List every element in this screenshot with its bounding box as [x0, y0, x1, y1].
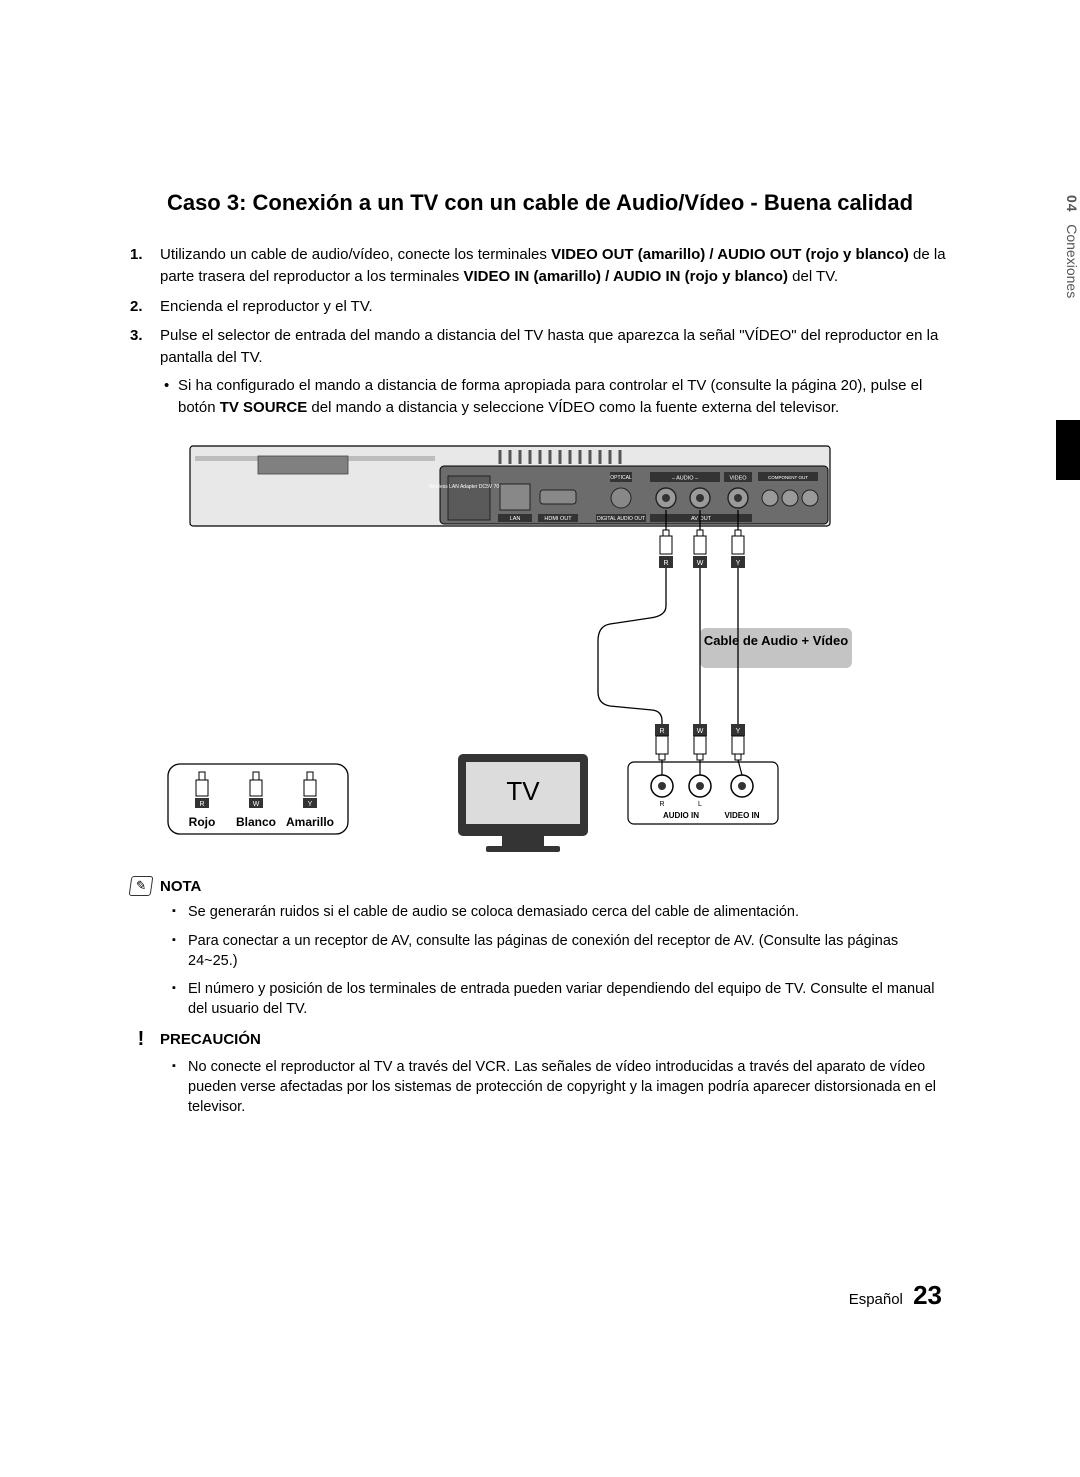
note-item: Se generarán ruidos si el cable de audio…: [172, 902, 950, 922]
note-icon: ✎: [129, 876, 154, 896]
svg-text:OPTICAL: OPTICAL: [610, 475, 632, 481]
svg-text:Wireless LAN Adapter DC5V 700m: Wireless LAN Adapter DC5V 700mA: [429, 484, 511, 490]
connection-diagram: Wireless LAN Adapter DC5V 700mA LAN HDMI…: [130, 436, 950, 866]
color-legend: R Rojo W Blanco Y Amarillo: [168, 764, 348, 834]
svg-text:AUDIO IN: AUDIO IN: [663, 811, 699, 820]
bottom-plugs: R W Y: [655, 724, 745, 760]
svg-text:HDMI OUT: HDMI OUT: [544, 516, 572, 522]
svg-text:VIDEO IN: VIDEO IN: [724, 811, 759, 820]
instruction-steps: 1. Utilizando un cable de audio/vídeo, c…: [130, 244, 950, 418]
svg-text:LAN: LAN: [510, 516, 521, 522]
step-body: Pulse el selector de entrada del mando a…: [160, 325, 950, 418]
top-plugs: R W Y: [659, 530, 745, 568]
cable-label-text: Cable de Audio + Vídeo: [704, 633, 848, 648]
tv-input-panel: R L AUDIO IN VIDEO IN: [628, 760, 778, 824]
thumb-index-mark: [1056, 420, 1080, 480]
step-2: 2. Encienda el reproductor y el TV.: [130, 296, 950, 318]
svg-text:R: R: [659, 801, 664, 808]
svg-text:W: W: [697, 728, 704, 735]
svg-text:Y: Y: [736, 560, 741, 567]
svg-text:– AUDIO –: – AUDIO –: [672, 476, 699, 482]
svg-text:Y: Y: [308, 801, 313, 808]
page-footer: Español 23: [130, 1280, 950, 1311]
svg-text:Y: Y: [736, 728, 741, 735]
tv-icon: TV: [458, 754, 588, 852]
svg-text:R: R: [659, 728, 664, 735]
svg-text:AV OUT: AV OUT: [691, 516, 712, 522]
diagram-svg: Wireless LAN Adapter DC5V 700mA LAN HDMI…: [130, 436, 950, 866]
step-3: 3. Pulse el selector de entrada del mand…: [130, 325, 950, 418]
svg-text:DIGITAL AUDIO OUT: DIGITAL AUDIO OUT: [597, 516, 645, 522]
svg-text:R: R: [663, 560, 668, 567]
svg-text:W: W: [697, 560, 704, 567]
svg-text:Blanco: Blanco: [236, 815, 276, 829]
step-number: 1.: [130, 244, 160, 288]
caution-list: No conecte el reproductor al TV a través…: [172, 1057, 950, 1118]
svg-text:W: W: [253, 801, 260, 808]
note-item: Para conectar a un receptor de AV, consu…: [172, 931, 950, 972]
step-body: Encienda el reproductor y el TV.: [160, 296, 950, 318]
page-content: Caso 3: Conexión a un TV con un cable de…: [130, 190, 950, 1126]
caution-header: ! PRECAUCIÓN: [130, 1028, 950, 1051]
footer-page-number: 23: [913, 1280, 942, 1310]
note-header: ✎ NOTA: [130, 876, 950, 896]
caution-label: PRECAUCIÓN: [160, 1031, 261, 1048]
step-number: 2.: [130, 296, 160, 318]
step-1: 1. Utilizando un cable de audio/vídeo, c…: [130, 244, 950, 288]
player-back-panel: Wireless LAN Adapter DC5V 700mA LAN HDMI…: [190, 446, 830, 526]
note-list: Se generarán ruidos si el cable de audio…: [172, 902, 950, 1019]
footer-lang: Español: [849, 1291, 903, 1308]
step-number: 3.: [130, 325, 160, 418]
svg-text:COMPONENT OUT: COMPONENT OUT: [768, 475, 808, 480]
svg-text:L: L: [698, 801, 702, 808]
note-item: El número y posición de los terminales d…: [172, 979, 950, 1020]
chapter-number: 04: [1064, 195, 1080, 213]
section-tab: 04 Conexiones: [1064, 195, 1080, 298]
svg-text:R: R: [199, 801, 204, 808]
svg-text:Rojo: Rojo: [189, 815, 216, 829]
chapter-name: Conexiones: [1064, 224, 1080, 298]
note-label: NOTA: [160, 878, 201, 895]
caution-item: No conecte el reproductor al TV a través…: [172, 1057, 950, 1118]
svg-text:Amarillo: Amarillo: [286, 815, 334, 829]
substep: Si ha configurado el mando a distancia d…: [160, 375, 950, 419]
svg-text:TV: TV: [506, 776, 540, 806]
page-title: Caso 3: Conexión a un TV con un cable de…: [130, 190, 950, 216]
svg-text:VIDEO: VIDEO: [729, 476, 747, 482]
caution-icon: !: [130, 1028, 152, 1051]
step-body: Utilizando un cable de audio/vídeo, cone…: [160, 244, 950, 288]
